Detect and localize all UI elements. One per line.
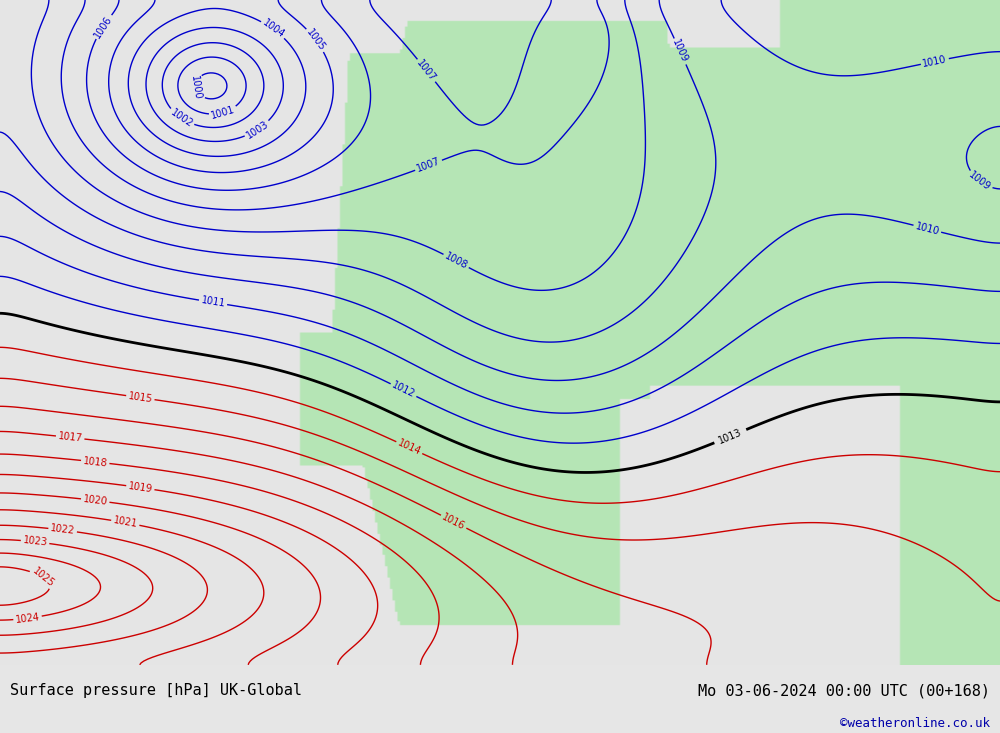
Text: 1012: 1012	[390, 380, 417, 400]
Text: 1008: 1008	[443, 251, 469, 271]
Text: 1006: 1006	[92, 14, 114, 40]
Text: 1000: 1000	[189, 75, 202, 100]
Text: 1023: 1023	[22, 536, 48, 548]
Text: 1007: 1007	[415, 58, 438, 84]
Text: 1003: 1003	[244, 119, 270, 141]
Text: 1025: 1025	[30, 566, 56, 589]
Text: 1007: 1007	[415, 156, 442, 174]
Text: 1017: 1017	[57, 431, 83, 443]
Text: 1013: 1013	[717, 427, 744, 446]
Text: Mo 03-06-2024 00:00 UTC (00+168): Mo 03-06-2024 00:00 UTC (00+168)	[698, 683, 990, 699]
Text: 1004: 1004	[260, 18, 286, 40]
Text: 1021: 1021	[112, 515, 138, 530]
Text: 1009: 1009	[967, 169, 993, 193]
Text: 1020: 1020	[82, 494, 108, 507]
Text: 1001: 1001	[210, 104, 236, 121]
Text: Surface pressure [hPa] UK-Global: Surface pressure [hPa] UK-Global	[10, 683, 302, 699]
Text: 1022: 1022	[50, 523, 76, 537]
Text: 1015: 1015	[127, 391, 153, 405]
Text: 1014: 1014	[396, 438, 422, 457]
Text: ©weatheronline.co.uk: ©weatheronline.co.uk	[840, 717, 990, 729]
Text: 1009: 1009	[671, 38, 690, 65]
Text: 1011: 1011	[200, 295, 226, 309]
Text: 1024: 1024	[15, 612, 40, 625]
Text: 1016: 1016	[440, 512, 467, 531]
Text: 1018: 1018	[83, 456, 108, 468]
Text: 1019: 1019	[128, 481, 153, 494]
Text: 1005: 1005	[304, 27, 327, 53]
Text: 1002: 1002	[168, 107, 194, 129]
Text: 1010: 1010	[914, 221, 940, 237]
Text: 1010: 1010	[922, 54, 948, 69]
